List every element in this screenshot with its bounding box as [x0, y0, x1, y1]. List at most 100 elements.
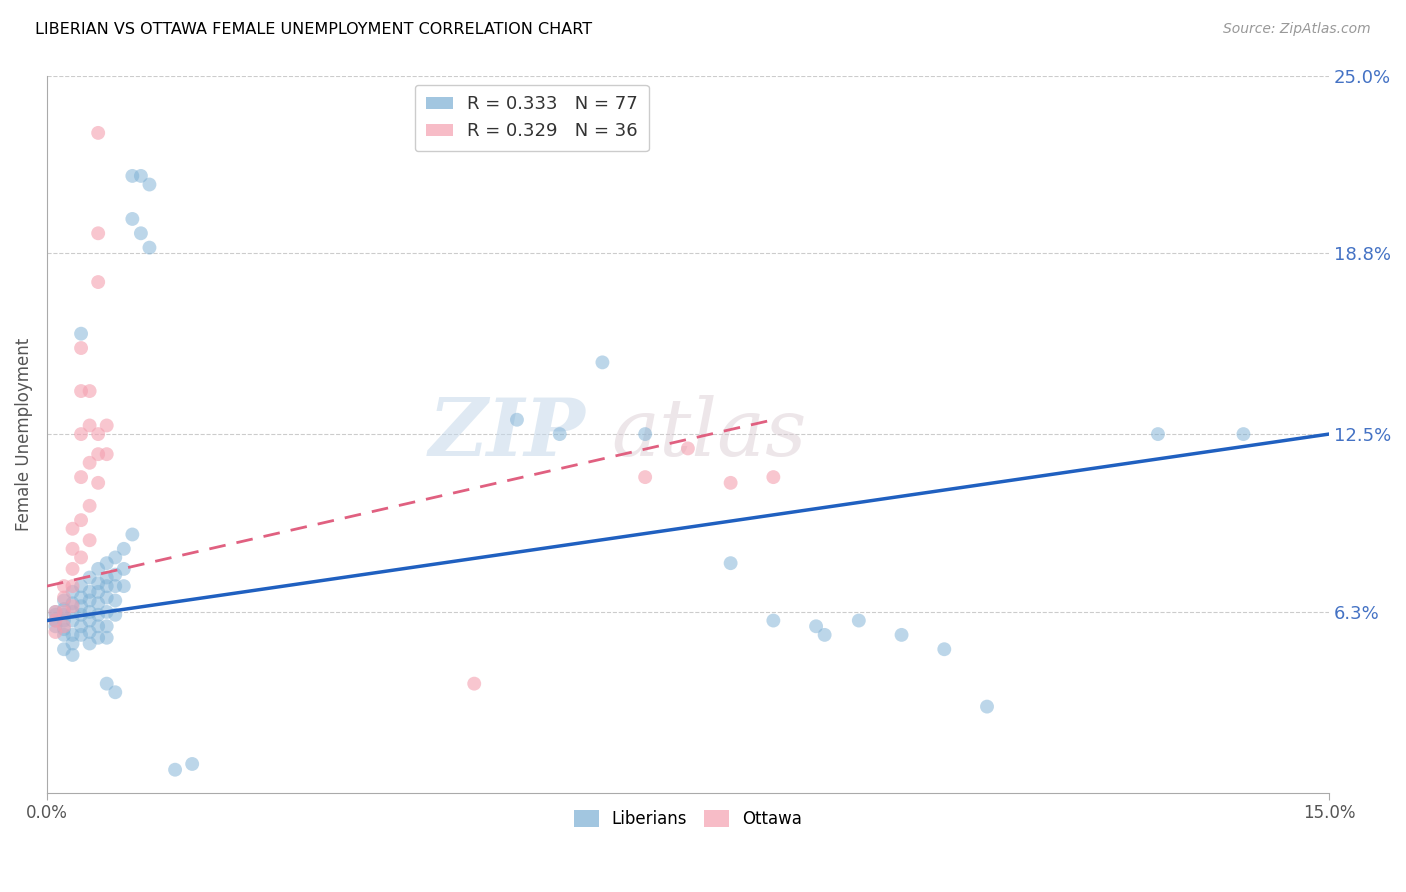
Point: [112, 579, 135, 593]
Point: [104, 607, 127, 622]
Point: [96, 447, 118, 461]
Point: [634, 427, 657, 442]
Point: [79, 625, 101, 640]
Point: [762, 614, 785, 628]
Point: [79, 418, 101, 433]
Point: [70, 628, 93, 642]
Point: [70, 513, 93, 527]
Point: [506, 413, 529, 427]
Point: [934, 642, 956, 657]
Point: [62, 562, 84, 576]
Point: [62, 596, 84, 610]
Point: [112, 541, 135, 556]
Point: [62, 599, 84, 614]
Point: [62, 522, 84, 536]
Point: [53, 607, 76, 622]
Point: [53, 614, 76, 628]
Point: [79, 585, 101, 599]
Point: [70, 550, 93, 565]
Point: [62, 628, 84, 642]
Point: [62, 605, 84, 619]
Point: [79, 614, 101, 628]
Point: [890, 628, 912, 642]
Point: [62, 614, 84, 628]
Point: [96, 556, 118, 570]
Y-axis label: Female Unemployment: Female Unemployment: [15, 337, 32, 531]
Point: [112, 562, 135, 576]
Point: [62, 585, 84, 599]
Point: [44, 605, 66, 619]
Point: [79, 636, 101, 650]
Point: [79, 499, 101, 513]
Point: [87, 447, 110, 461]
Point: [87, 562, 110, 576]
Point: [104, 567, 127, 582]
Point: [87, 126, 110, 140]
Point: [720, 475, 742, 490]
Point: [70, 599, 93, 614]
Point: [44, 614, 66, 628]
Point: [121, 211, 143, 226]
Legend: Liberians, Ottawa: Liberians, Ottawa: [567, 803, 808, 835]
Point: [79, 570, 101, 584]
Point: [129, 169, 152, 183]
Point: [79, 533, 101, 548]
Point: [62, 636, 84, 650]
Point: [87, 607, 110, 622]
Point: [79, 605, 101, 619]
Point: [62, 541, 84, 556]
Point: [138, 241, 160, 255]
Text: atlas: atlas: [612, 395, 807, 473]
Point: [62, 648, 84, 662]
Point: [79, 384, 101, 398]
Point: [70, 470, 93, 484]
Point: [181, 756, 204, 771]
Point: [165, 763, 187, 777]
Point: [79, 593, 101, 607]
Point: [44, 607, 66, 622]
Point: [1147, 427, 1170, 442]
Point: [976, 699, 998, 714]
Point: [87, 596, 110, 610]
Point: [87, 576, 110, 591]
Point: [44, 625, 66, 640]
Point: [44, 619, 66, 633]
Point: [53, 622, 76, 636]
Point: [676, 442, 699, 456]
Point: [804, 619, 827, 633]
Point: [121, 527, 143, 541]
Point: [87, 227, 110, 241]
Point: [53, 602, 76, 616]
Point: [104, 685, 127, 699]
Point: [53, 591, 76, 605]
Point: [720, 556, 742, 570]
Point: [96, 631, 118, 645]
Point: [96, 605, 118, 619]
Point: [138, 178, 160, 192]
Point: [53, 593, 76, 607]
Point: [70, 341, 93, 355]
Point: [104, 550, 127, 565]
Point: [96, 418, 118, 433]
Text: Source: ZipAtlas.com: Source: ZipAtlas.com: [1223, 22, 1371, 37]
Point: [62, 579, 84, 593]
Point: [87, 275, 110, 289]
Point: [70, 619, 93, 633]
Point: [53, 579, 76, 593]
Point: [87, 631, 110, 645]
Point: [634, 470, 657, 484]
Point: [87, 619, 110, 633]
Point: [548, 427, 571, 442]
Point: [848, 614, 870, 628]
Point: [79, 456, 101, 470]
Point: [70, 326, 93, 341]
Point: [129, 227, 152, 241]
Point: [70, 591, 93, 605]
Text: LIBERIAN VS OTTAWA FEMALE UNEMPLOYMENT CORRELATION CHART: LIBERIAN VS OTTAWA FEMALE UNEMPLOYMENT C…: [35, 22, 592, 37]
Point: [53, 642, 76, 657]
Point: [70, 384, 93, 398]
Point: [70, 607, 93, 622]
Point: [96, 570, 118, 584]
Point: [96, 619, 118, 633]
Point: [96, 591, 118, 605]
